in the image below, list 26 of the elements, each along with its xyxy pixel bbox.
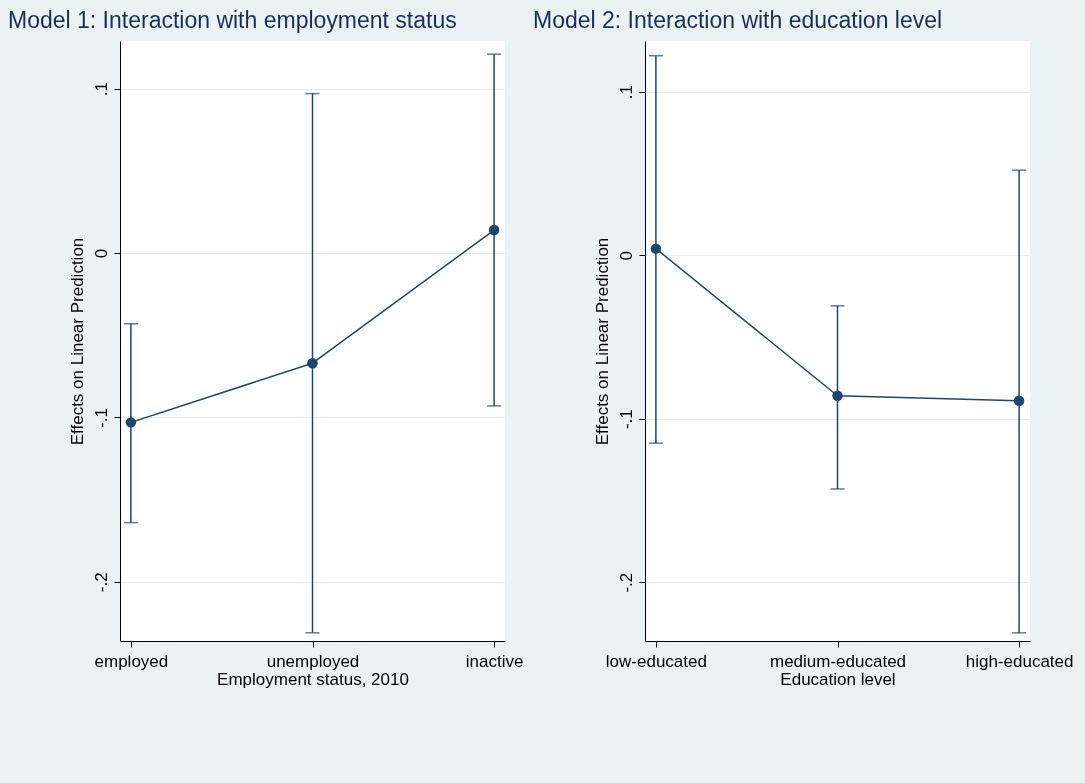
point [832,390,843,401]
x-axis-title: Education level [780,669,896,689]
y-tick-label: -.1 [91,408,111,428]
point [1013,395,1025,406]
y-tick-label: 0 [616,250,636,261]
chart-title: Model 1: Interaction with employment status [8,7,457,33]
y-axis-title: Effects on Linear Prediction [592,237,612,446]
point [125,417,137,428]
chart-title: Model 2: Interaction with education level [533,7,943,33]
y-axis-title: Effects on Linear Prediction [67,237,87,446]
x-tick-label: unemployed [266,651,360,671]
point [488,224,500,236]
x-tick-label: inactive [465,651,524,671]
point [307,357,318,369]
y-tick-label: .1 [616,85,636,100]
y-tick-label: -.2 [616,572,636,593]
point [650,243,662,254]
x-tick-label: low-educated [605,651,707,671]
x-tick-label: employed [94,651,169,671]
y-tick-label: -.1 [616,409,636,430]
x-tick-label: medium-educated [769,651,907,671]
y-tick-label: -.2 [91,572,111,593]
y-tick-label: 0 [91,248,111,259]
x-tick-label: high-educated [965,651,1074,671]
x-axis-title: Employment status, 2010 [217,669,409,689]
y-tick-label: .1 [91,82,111,97]
